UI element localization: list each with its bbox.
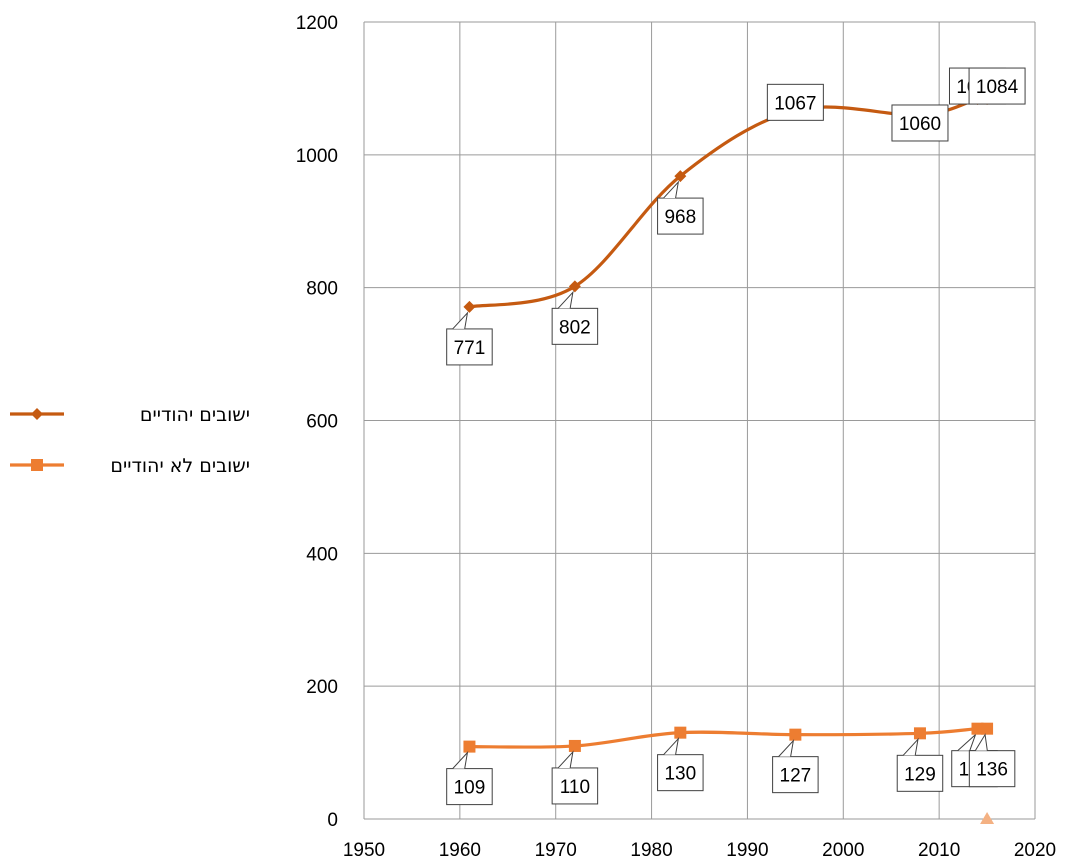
y-tick-label: 200 bbox=[306, 677, 338, 698]
x-tick-label: 1960 bbox=[439, 840, 481, 861]
data-label-pointer bbox=[902, 737, 919, 756]
data-label-pointer bbox=[663, 180, 680, 199]
data-point bbox=[674, 726, 687, 739]
data-label-pointer bbox=[663, 737, 680, 755]
legend-marker bbox=[31, 459, 43, 471]
data-label-box bbox=[968, 67, 1026, 105]
plot-area: 7718029681067106010841084109110130127129… bbox=[446, 67, 1026, 824]
x-tick-label: 1980 bbox=[630, 840, 672, 861]
data-label: 136 bbox=[976, 760, 1008, 781]
y-tick-label: 400 bbox=[306, 544, 338, 565]
data-label-box bbox=[551, 767, 599, 805]
series-line bbox=[469, 726, 988, 749]
legend-label: ישובים יהודיים bbox=[140, 404, 250, 426]
x-tick-label: 1990 bbox=[726, 840, 768, 861]
data-label: 110 bbox=[560, 777, 590, 798]
data-label-pointer bbox=[452, 751, 469, 769]
y-tick-label: 0 bbox=[327, 810, 338, 831]
data-point bbox=[789, 728, 802, 741]
data-point bbox=[913, 727, 926, 740]
x-tick-label: 1950 bbox=[343, 840, 385, 861]
data-point bbox=[463, 300, 476, 313]
data-point bbox=[971, 722, 984, 735]
x-tick-label: 1970 bbox=[535, 840, 577, 861]
data-label: 109 bbox=[454, 778, 486, 799]
data-point bbox=[463, 740, 476, 753]
data-label-box bbox=[657, 197, 704, 235]
data-label: 1067 bbox=[774, 93, 816, 114]
data-label-pointer bbox=[452, 311, 469, 330]
y-tick-label: 800 bbox=[306, 279, 338, 300]
data-label-box bbox=[891, 104, 949, 142]
data-label: 129 bbox=[904, 764, 936, 785]
data-label: 802 bbox=[559, 317, 591, 338]
data-label-pointer bbox=[557, 750, 574, 769]
grid bbox=[363, 21, 1036, 820]
y-tick-label: 1200 bbox=[296, 13, 338, 34]
data-label-pointer bbox=[957, 734, 976, 752]
data-label: 127 bbox=[780, 766, 812, 787]
data-point bbox=[568, 739, 581, 752]
data-label-box bbox=[551, 307, 599, 345]
data-label: 1060 bbox=[899, 114, 941, 135]
data-label-box bbox=[446, 768, 493, 806]
data-label: 1084 bbox=[976, 77, 1019, 98]
legend: ישובים יהודיים ישובים לא יהודיים bbox=[10, 404, 250, 477]
triangle-marker bbox=[980, 812, 995, 824]
y-tick-label: 1000 bbox=[296, 146, 338, 167]
x-tick-label: 2020 bbox=[1014, 840, 1056, 861]
data-label: 968 bbox=[664, 207, 696, 228]
data-label-box bbox=[968, 750, 1016, 788]
axes: 1950 1960 1970 1980 1990 2000 2010 2020 0 200 400 6… bbox=[296, 13, 1056, 861]
data-label-box bbox=[766, 83, 824, 121]
data-label-pointer bbox=[778, 739, 795, 757]
data-label: 771 bbox=[454, 338, 486, 359]
data-label-box bbox=[446, 328, 493, 366]
data-label-pointer bbox=[974, 733, 988, 751]
y-tick-label: 600 bbox=[306, 412, 338, 433]
data-label-box bbox=[657, 754, 704, 792]
data-point bbox=[674, 170, 687, 183]
x-tick-label: 2010 bbox=[918, 840, 960, 861]
x-tick-label: 2000 bbox=[822, 840, 864, 861]
legend-label: ישובים לא יהודיים bbox=[110, 455, 250, 477]
data-point bbox=[981, 722, 994, 735]
legend-marker bbox=[31, 408, 43, 420]
data-point bbox=[568, 280, 581, 293]
data-label-box bbox=[772, 756, 819, 794]
data-label-pointer bbox=[557, 290, 574, 309]
data-label: 130 bbox=[664, 764, 696, 785]
data-label-box bbox=[896, 754, 944, 792]
